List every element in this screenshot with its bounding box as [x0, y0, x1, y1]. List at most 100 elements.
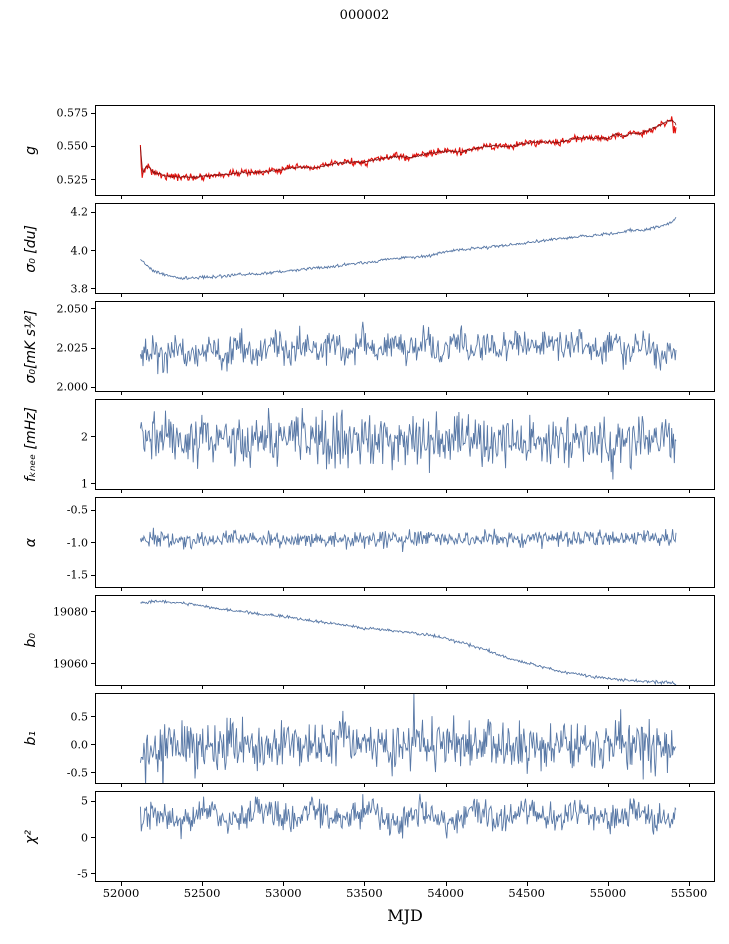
x-tick — [689, 882, 690, 886]
x-tick — [364, 490, 366, 493]
y-tick — [91, 179, 95, 181]
subplot-sigma0-mks: σ₀[mK s¹⁄²] 2.050 2.025 2.000 — [0, 301, 729, 395]
x-tick — [283, 490, 285, 493]
x-tick — [202, 588, 204, 591]
x-tick — [526, 882, 528, 886]
y-axis-label-text: σ₀[mK s¹⁄²] — [23, 309, 39, 384]
y-tick-label: 2 — [81, 430, 88, 444]
subplot-chi2: χ² 5 0 -5 — [0, 791, 729, 886]
subplot-b1: b₁ 0.5 0.0 -0.5 — [0, 693, 729, 787]
y-axis-label-chi2: χ² — [14, 791, 48, 882]
subplot-g: g 0.575 0.550 0.525 — [0, 105, 729, 199]
subplot-stack: g 0.575 0.550 0.525 σ₀ [du] 4.2 4.0 3.8 σ₀[mK s¹… — [0, 105, 729, 889]
x-tick — [121, 490, 122, 493]
y-axis-label-sigma0-du: σ₀ [du] — [14, 203, 48, 294]
y-tick — [91, 873, 95, 875]
y-tick-label: 0 — [81, 831, 88, 845]
axes-frame — [95, 791, 715, 882]
y-tick-label: 0.525 — [56, 173, 89, 187]
y-tick — [91, 386, 95, 388]
x-axis-tick-labels: 52000 52500 53000 53500 54000 54500 55000 55500 — [0, 886, 729, 902]
subplot-b0: b₀ 19080 19060 — [0, 595, 729, 689]
y-tick — [91, 308, 95, 310]
y-tick-label: 2.025 — [56, 341, 89, 355]
x-tick — [445, 392, 447, 395]
x-tick — [526, 392, 528, 395]
plot-area-sigma0-mks — [95, 301, 715, 392]
y-axis-label-b1: b₁ — [14, 693, 48, 784]
x-tick — [364, 882, 366, 886]
x-tick — [283, 588, 285, 591]
x-tick — [526, 196, 528, 199]
x-tick — [526, 294, 528, 297]
x-tick — [283, 882, 285, 886]
subplot-alpha: α -0.5 -1.0 -1.5 — [0, 497, 729, 591]
y-tick-label: 19060 — [53, 657, 88, 671]
y-tick-label: 5 — [81, 794, 88, 808]
y-tick-label: 2.050 — [56, 302, 89, 316]
x-tick — [607, 294, 609, 297]
y-tick-label: -1.5 — [66, 568, 88, 582]
series-line-alpha-alpha — [139, 527, 677, 553]
x-tick — [202, 490, 204, 493]
y-tick — [91, 347, 95, 349]
x-tick — [364, 392, 366, 395]
y-tick-label: 19080 — [53, 605, 88, 619]
axes-frame — [95, 105, 715, 196]
x-tick — [607, 196, 609, 199]
x-tick — [202, 882, 204, 886]
y-tick-label: 3.8 — [70, 282, 89, 296]
x-tick — [445, 686, 447, 689]
axes-frame — [95, 693, 715, 784]
x-tick — [445, 784, 447, 787]
y-axis-label-g: g — [14, 105, 48, 196]
subplot-sigma0-du: σ₀ [du] 4.2 4.0 3.8 — [0, 203, 729, 297]
y-tick — [91, 542, 95, 543]
x-tick — [202, 294, 204, 297]
y-tick — [91, 772, 95, 774]
series-line-sigma0-mks-sigma0_mks — [139, 321, 677, 375]
x-tick — [607, 588, 609, 591]
axes-frame — [95, 595, 715, 686]
y-axis-label-sigma0-mks: σ₀[mK s¹⁄²] — [14, 301, 48, 392]
x-tick — [121, 294, 122, 297]
y-tick — [91, 436, 95, 438]
x-tick — [607, 490, 609, 493]
y-axis-label-text: α — [23, 537, 39, 548]
x-tick — [445, 294, 447, 297]
x-tick — [445, 588, 447, 591]
plot-area-sigma0-du — [95, 203, 715, 294]
x-tick — [445, 196, 447, 199]
series-line-g-fit — [140, 119, 677, 179]
y-axis-label-text: b₁ — [23, 731, 39, 746]
y-tick — [91, 611, 95, 613]
x-tick — [283, 196, 285, 199]
x-tick — [121, 784, 122, 787]
y-tick-label: 2.000 — [56, 380, 89, 394]
y-tick — [91, 211, 95, 213]
y-tick-label: 0.0 — [70, 738, 89, 752]
x-tick-label: 55000 — [589, 886, 627, 900]
x-tick — [202, 784, 204, 787]
y-tick-label: 4.0 — [70, 244, 89, 258]
x-tick — [283, 686, 285, 689]
axes-frame — [95, 203, 715, 294]
x-tick — [607, 686, 609, 689]
y-tick-label: 0.575 — [56, 106, 89, 120]
plot-area-chi2 — [95, 791, 715, 882]
x-tick — [121, 686, 122, 689]
axes-frame — [95, 399, 715, 490]
x-tick-label: 54500 — [508, 886, 545, 900]
plot-area-b0 — [95, 595, 715, 686]
plot-area-alpha — [95, 497, 715, 588]
series-line-chi2-chi2 — [139, 793, 677, 840]
x-tick — [526, 490, 528, 493]
x-tick — [689, 588, 690, 591]
axes-frame — [95, 301, 715, 392]
plot-area-g — [95, 105, 715, 196]
x-tick — [689, 784, 690, 787]
y-tick — [91, 800, 95, 802]
y-tick — [91, 288, 95, 290]
x-tick — [121, 882, 122, 886]
axes-frame — [95, 497, 715, 588]
